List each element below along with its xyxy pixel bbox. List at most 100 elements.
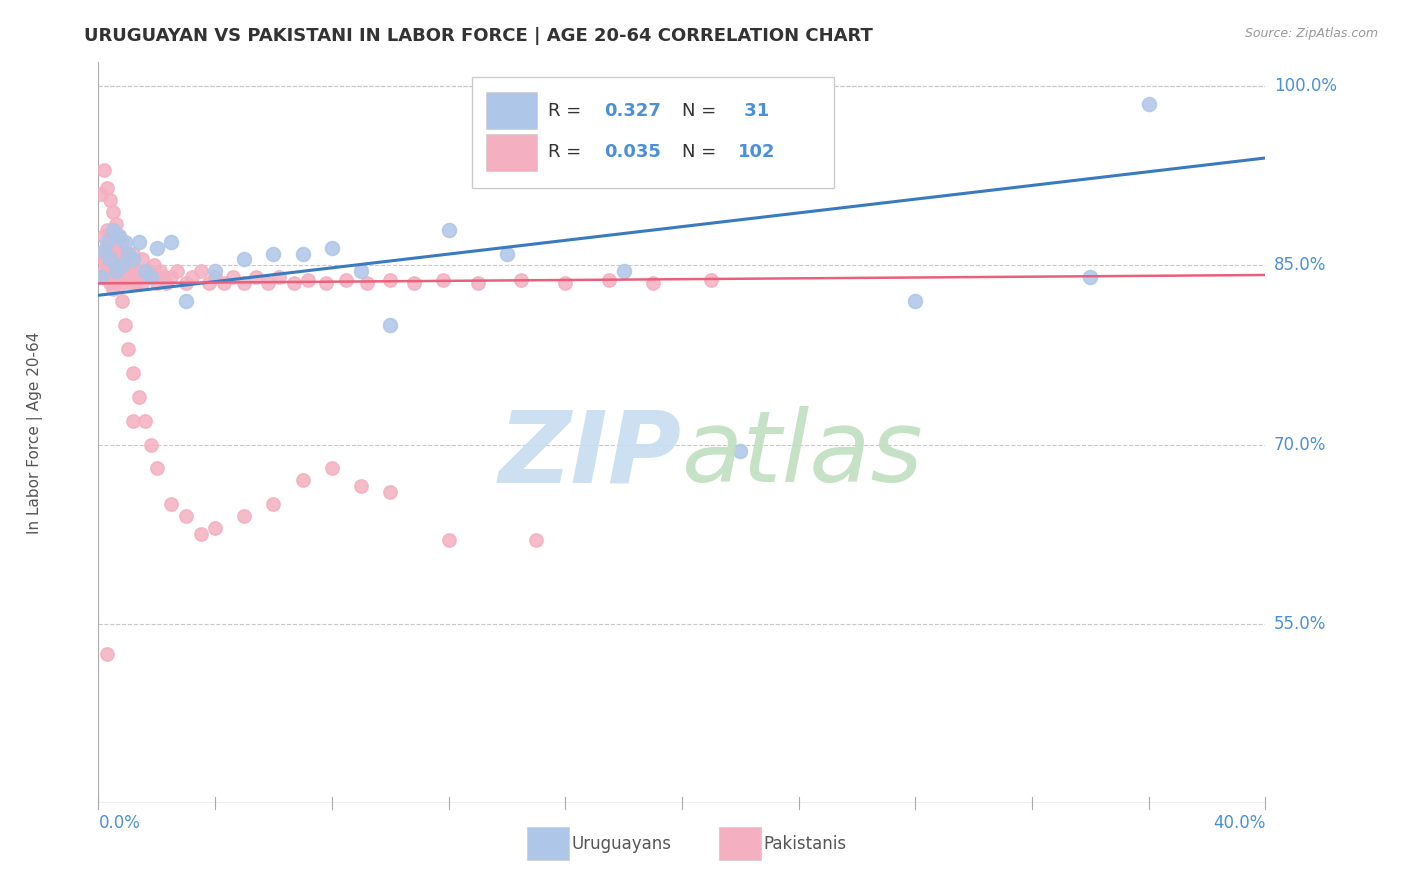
Point (437, 222, 460, 236)
Point (104, 260, 127, 275)
Point (104, 244, 127, 259)
Text: 55.0%: 55.0% (1274, 615, 1326, 632)
Point (96, 235, 118, 249)
Point (111, 259, 134, 273)
Point (114, 252, 136, 267)
Point (122, 252, 145, 267)
Point (233, 277, 256, 291)
Point (114, 235, 136, 249)
Point (146, 240, 169, 254)
Point (700, 273, 723, 287)
Text: atlas: atlas (682, 407, 924, 503)
Point (90, 186, 112, 201)
Point (233, 252, 256, 267)
Point (122, 366, 145, 380)
Point (108, 228, 131, 243)
Point (104, 217, 127, 231)
FancyBboxPatch shape (720, 827, 761, 860)
Point (233, 509, 256, 524)
FancyBboxPatch shape (472, 78, 834, 188)
Point (350, 479, 373, 493)
Point (402, 277, 425, 291)
Point (160, 235, 183, 249)
Point (1080, 270, 1102, 285)
Point (139, 437, 162, 451)
Point (131, 277, 153, 291)
Text: 0.0%: 0.0% (98, 814, 141, 832)
Point (117, 246, 139, 260)
Text: Source: ZipAtlas.com: Source: ZipAtlas.com (1244, 27, 1378, 40)
Point (160, 497, 183, 511)
Point (96, 240, 118, 254)
Point (90, 270, 112, 285)
Point (904, 294, 927, 309)
Point (96, 222, 118, 236)
Point (174, 509, 197, 524)
Point (142, 259, 165, 273)
Point (131, 252, 153, 267)
Point (467, 277, 489, 291)
Point (111, 294, 134, 309)
Point (496, 246, 519, 260)
Point (152, 270, 174, 285)
Point (108, 228, 131, 243)
Point (98, 246, 121, 260)
Point (134, 264, 156, 278)
Point (432, 273, 454, 287)
Point (93, 264, 115, 278)
Point (380, 273, 402, 287)
Point (212, 277, 235, 291)
Point (146, 461, 169, 475)
Point (111, 259, 134, 273)
Point (380, 485, 402, 500)
Point (139, 270, 162, 285)
Point (93, 252, 115, 267)
Text: Uruguayans: Uruguayans (571, 835, 671, 853)
Point (101, 252, 124, 267)
Point (104, 264, 127, 278)
Text: Pakistanis: Pakistanis (763, 835, 846, 853)
Point (730, 443, 752, 458)
Text: N =: N = (682, 143, 721, 161)
Point (291, 246, 314, 260)
Point (98, 264, 121, 278)
Point (315, 277, 337, 291)
Point (160, 270, 183, 285)
Point (139, 270, 162, 285)
Point (101, 282, 124, 296)
Text: 70.0%: 70.0% (1274, 435, 1326, 453)
Point (321, 240, 343, 254)
Point (524, 533, 547, 547)
Point (321, 461, 343, 475)
Point (297, 273, 319, 287)
Point (128, 390, 150, 404)
Point (90, 246, 112, 260)
Point (111, 235, 134, 249)
Point (96, 259, 118, 273)
Point (128, 270, 150, 285)
Point (117, 246, 139, 260)
Point (198, 277, 221, 291)
Text: 0.035: 0.035 (603, 143, 661, 161)
Text: In Labor Force | Age 20-64: In Labor Force | Age 20-64 (27, 332, 42, 533)
Point (93, 244, 115, 259)
Point (125, 264, 148, 278)
Text: 40.0%: 40.0% (1213, 814, 1265, 832)
Text: ZIP: ZIP (499, 407, 682, 503)
Point (350, 264, 373, 278)
Point (437, 533, 460, 547)
Point (114, 318, 136, 333)
Point (90, 270, 112, 285)
Point (111, 277, 134, 291)
Point (104, 277, 127, 291)
Point (1137, 97, 1160, 112)
Point (356, 277, 378, 291)
Text: 0.327: 0.327 (603, 102, 661, 120)
Point (204, 264, 226, 278)
Point (117, 264, 139, 278)
Point (269, 270, 291, 285)
FancyBboxPatch shape (486, 134, 537, 170)
Point (122, 246, 145, 260)
Text: 100.0%: 100.0% (1274, 78, 1337, 95)
Point (598, 273, 620, 287)
